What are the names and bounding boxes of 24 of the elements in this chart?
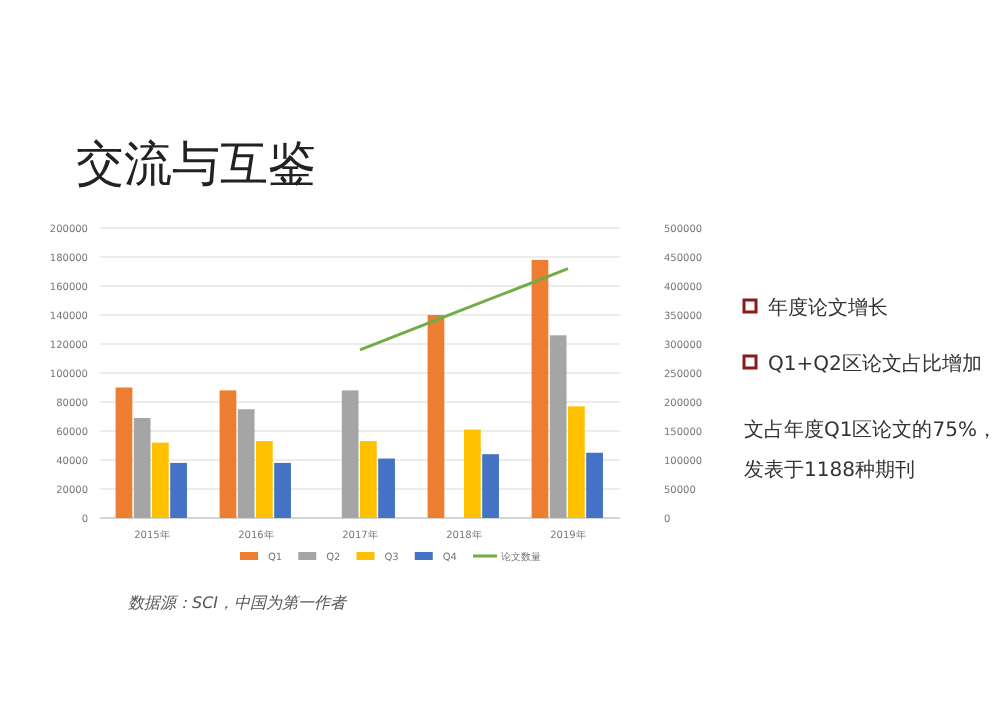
bar (482, 454, 499, 518)
bar (360, 441, 377, 518)
bar (256, 441, 273, 518)
bar (170, 462, 187, 518)
bar (341, 390, 359, 518)
bar (549, 335, 567, 518)
bar (464, 429, 481, 518)
bar (568, 406, 585, 518)
bar (152, 442, 169, 518)
bar (531, 259, 549, 518)
bar (427, 315, 445, 518)
text: 发表于1188种期刊 (744, 458, 915, 482)
bar (586, 452, 603, 518)
bar (133, 417, 151, 518)
text: Q1+Q2区论文占比增加 (768, 352, 982, 376)
text: 文占年度Q1区论文的75%， (744, 418, 997, 442)
chart-title: 交流与互鉴 (76, 136, 316, 192)
bar (237, 409, 255, 518)
bar (115, 387, 133, 518)
text: 数据源：SCI，中国为第一作者 (128, 594, 349, 612)
bar (219, 390, 237, 518)
bar (274, 462, 291, 518)
bar (378, 458, 395, 518)
text: 年度论文增长 (768, 296, 888, 320)
